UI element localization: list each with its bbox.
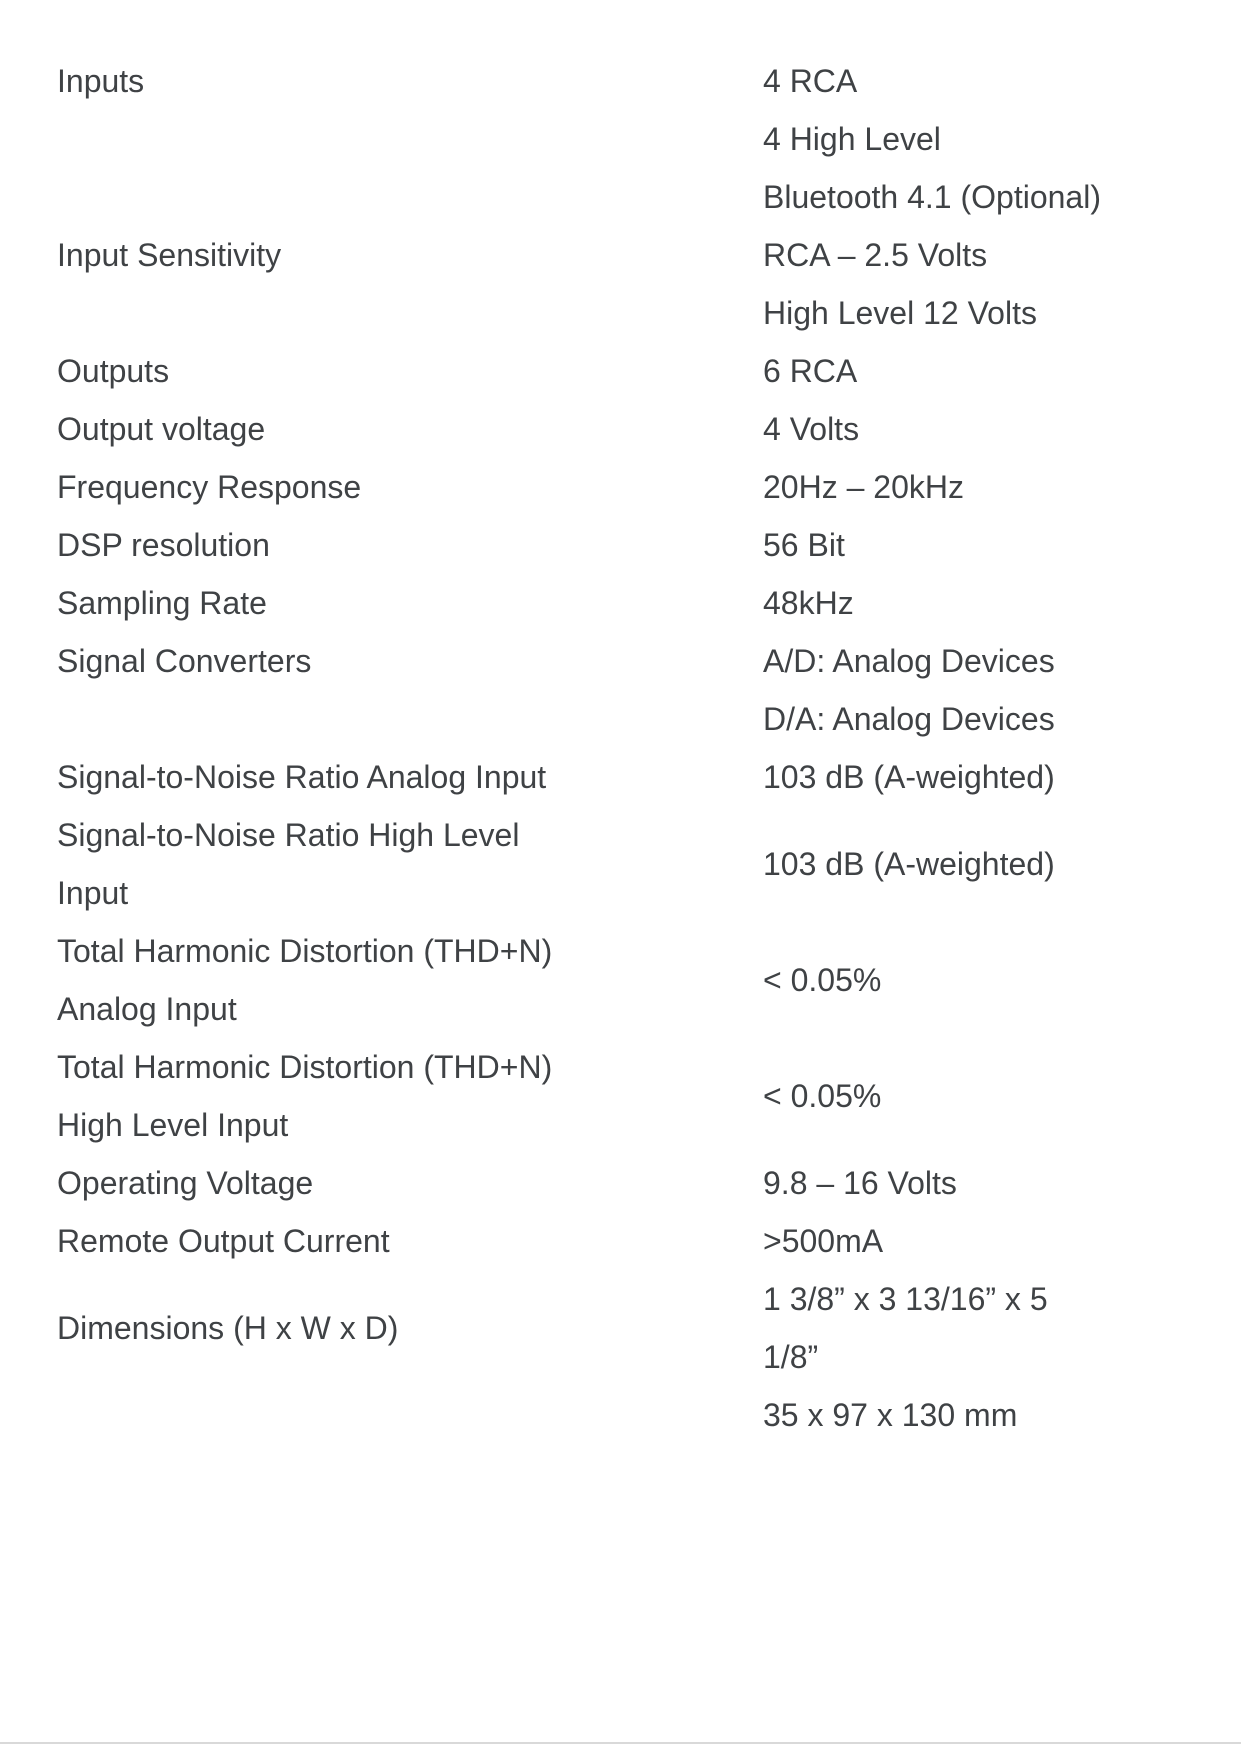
spec-label: Input Sensitivity — [57, 237, 282, 273]
spec-row: Signal-to-Noise Ratio Analog Input 103 dB… — [57, 748, 1108, 806]
spec-value: 56 Bit — [763, 527, 845, 563]
spec-label: Signal-to-Noise Ratio Analog Input — [57, 759, 547, 795]
spec-label — [57, 690, 763, 748]
spec-value: 6 RCA — [763, 353, 858, 389]
bottom-divider — [0, 1742, 1241, 1744]
spec-label — [57, 168, 763, 226]
spec-value: 4 RCA — [763, 63, 858, 99]
spec-row: Input Sensitivity RCA – 2.5 Volts — [57, 226, 1108, 284]
spec-label: Signal Converters — [57, 643, 312, 679]
spec-label — [57, 284, 763, 342]
spec-value: < 0.05% — [763, 1078, 882, 1114]
spec-row: D/A: Analog Devices — [57, 690, 1108, 748]
spec-row: Remote Output Current >500mA — [57, 1212, 1108, 1270]
spec-value: A/D: Analog Devices — [763, 643, 1055, 679]
spec-row: Operating Voltage 9.8 – 16 Volts — [57, 1154, 1108, 1212]
spec-row: High Level 12 Volts — [57, 284, 1108, 342]
spec-value: 4 High Level — [763, 121, 941, 157]
spec-row: Bluetooth 4.1 (Optional) — [57, 168, 1108, 226]
spec-row: Frequency Response 20Hz – 20kHz — [57, 458, 1108, 516]
spec-label: Total Harmonic Distortion (THD+N) High L… — [57, 1049, 553, 1143]
spec-value: >500mA — [763, 1223, 884, 1259]
spec-row: Sampling Rate 48kHz — [57, 574, 1108, 632]
spec-value: D/A: Analog Devices — [763, 701, 1055, 737]
spec-label: Operating Voltage — [57, 1165, 314, 1201]
spec-row: Signal-to-Noise Ratio High Level Input 10… — [57, 806, 1108, 922]
spec-value: Bluetooth 4.1 (Optional) — [763, 179, 1101, 215]
spec-row: 35 x 97 x 130 mm — [57, 1386, 1108, 1444]
spec-label: Outputs — [57, 353, 170, 389]
specifications-table-body: Inputs 4 RCA 4 High Level Bluetooth 4.1 (Op… — [57, 52, 1108, 1444]
spec-value: 103 dB (A-weighted) — [763, 846, 1055, 882]
spec-value: 48kHz — [763, 585, 854, 621]
spec-row: Signal Converters A/D: Analog Devices — [57, 632, 1108, 690]
spec-label: Sampling Rate — [57, 585, 267, 621]
spec-row: DSP resolution 56 Bit — [57, 516, 1108, 574]
spec-row: Dimensions (H x W x D) 1 3/8” x 3 13/16” … — [57, 1270, 1108, 1386]
spec-value: 4 Volts — [763, 411, 860, 447]
spec-value: < 0.05% — [763, 962, 882, 998]
spec-value: 20Hz – 20kHz — [763, 469, 964, 505]
spec-row: Total Harmonic Distortion (THD+N) High L… — [57, 1038, 1108, 1154]
spec-row: Total Harmonic Distortion (THD+N) Analog… — [57, 922, 1108, 1038]
spec-row: 4 High Level — [57, 110, 1108, 168]
spec-label: DSP resolution — [57, 527, 270, 563]
spec-label: Total Harmonic Distortion (THD+N) Analog… — [57, 933, 553, 1027]
spec-value: 9.8 – 16 Volts — [763, 1165, 957, 1201]
spec-label: Output voltage — [57, 411, 266, 447]
spec-row: Outputs 6 RCA — [57, 342, 1108, 400]
spec-label — [57, 110, 763, 168]
spec-value: 35 x 97 x 130 mm — [763, 1397, 1018, 1433]
spec-value: 1 3/8” x 3 13/16” x 5 1/8” — [763, 1281, 1048, 1375]
specifications-table: Inputs 4 RCA 4 High Level Bluetooth 4.1 (Op… — [57, 52, 1108, 1444]
spec-label: Remote Output Current — [57, 1223, 390, 1259]
spec-label: Inputs — [57, 63, 145, 99]
spec-row: Output voltage 4 Volts — [57, 400, 1108, 458]
spec-row: Inputs 4 RCA — [57, 52, 1108, 110]
spec-label: Frequency Response — [57, 469, 362, 505]
spec-value: 103 dB (A-weighted) — [763, 759, 1055, 795]
spec-label — [57, 1386, 763, 1444]
spec-value: High Level 12 Volts — [763, 295, 1037, 331]
spec-label: Signal-to-Noise Ratio High Level Input — [57, 817, 520, 911]
spec-label: Dimensions (H x W x D) — [57, 1310, 399, 1346]
spec-value: RCA – 2.5 Volts — [763, 237, 988, 273]
